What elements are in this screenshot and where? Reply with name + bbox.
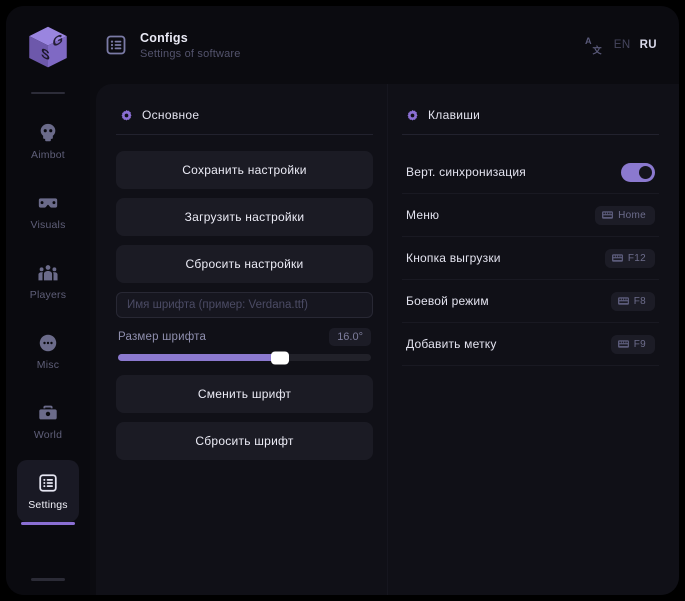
slider-handle[interactable]: [270, 351, 289, 364]
load-settings-button[interactable]: Загрузить настройки: [116, 198, 373, 236]
lang-option-ru[interactable]: RU: [639, 39, 657, 51]
goggles-icon: [37, 192, 59, 214]
sidebar-nav: Aimbot Visuals Players Misc: [6, 110, 90, 530]
page-title: Configs: [140, 30, 188, 45]
keys-settings-column: Клавиши Верт. синхронизация Меню H: [387, 84, 679, 595]
option-label: Меню: [406, 208, 440, 222]
sidebar-item-aimbot[interactable]: Aimbot: [17, 110, 79, 172]
font-size-slider[interactable]: [118, 351, 371, 364]
sidebar: S G Aimbot Visuals: [6, 6, 90, 595]
sidebar-item-label: Misc: [36, 358, 60, 371]
keys-section-header: Клавиши: [402, 108, 659, 122]
section-divider: [116, 134, 373, 135]
option-label: Боевой режим: [406, 294, 489, 308]
keyboard-icon: [617, 297, 629, 305]
option-row-combat-mode-key: Боевой режим F8: [402, 280, 659, 323]
combat-mode-key-binding[interactable]: F8: [610, 291, 655, 311]
section-divider: [402, 134, 659, 135]
option-row-vsync: Верт. синхронизация: [402, 151, 659, 194]
font-size-value: 16.0°: [329, 328, 371, 346]
page-heading: Configs Settings of software: [140, 31, 241, 60]
lang-option-en[interactable]: EN: [613, 39, 631, 51]
font-size-row: Размер шрифта 16.0°: [116, 328, 373, 346]
keyboard-icon: [617, 340, 629, 348]
reset-settings-button[interactable]: Сбросить настройки: [116, 245, 373, 283]
list-card-icon: [104, 33, 128, 57]
option-label: Верт. синхронизация: [406, 165, 526, 179]
section-title: Клавиши: [428, 108, 481, 122]
option-row-add-marker-key: Добавить метку F9: [402, 323, 659, 366]
svg-text:文: 文: [592, 44, 602, 55]
key-label: Home: [618, 209, 646, 221]
option-row-menu-key: Меню Home: [402, 194, 659, 237]
key-label: F8: [633, 295, 646, 307]
list-card-icon: [37, 472, 59, 494]
svg-text:G: G: [53, 30, 63, 50]
sidebar-item-world[interactable]: World: [17, 390, 79, 452]
reset-font-button[interactable]: Сбросить шрифт: [116, 422, 373, 460]
option-label: Добавить метку: [406, 337, 497, 351]
keyboard-icon: [611, 254, 623, 262]
content-panel: Основное Сохранить настройки Загрузить н…: [96, 84, 679, 595]
toggle-knob: [639, 165, 652, 179]
font-name-input[interactable]: [116, 292, 373, 318]
skull-icon: [37, 122, 59, 144]
sidebar-item-visuals[interactable]: Visuals: [17, 180, 79, 242]
font-size-label: Размер шрифта: [118, 331, 207, 343]
dots-circle-icon: [37, 332, 59, 354]
gear-icon: [120, 109, 133, 122]
add-marker-key-binding[interactable]: F9: [610, 334, 655, 354]
keyboard-icon: [602, 211, 614, 219]
unload-key-binding[interactable]: F12: [604, 248, 655, 268]
sidebar-item-players[interactable]: Players: [17, 250, 79, 312]
option-row-unload-key: Кнопка выгрузки F12: [402, 237, 659, 280]
svg-text:S: S: [41, 44, 50, 63]
briefcase-icon: [37, 402, 59, 424]
key-label: F12: [627, 252, 646, 264]
save-settings-button[interactable]: Сохранить настройки: [116, 151, 373, 189]
vsync-toggle[interactable]: [621, 162, 655, 182]
app-logo: S G: [21, 20, 75, 74]
section-title: Основное: [142, 108, 200, 122]
sidebar-item-label: Visuals: [30, 218, 66, 231]
app-window: S G Aimbot Visuals: [6, 6, 679, 595]
sidebar-divider: [31, 92, 65, 94]
svg-text:A: A: [585, 36, 592, 46]
sidebar-item-settings[interactable]: Settings: [17, 460, 79, 525]
general-section-header: Основное: [116, 108, 373, 122]
sidebar-bottom-handle: [31, 578, 65, 581]
sidebar-item-label: World: [33, 428, 63, 441]
change-font-button[interactable]: Сменить шрифт: [116, 375, 373, 413]
slider-fill: [118, 354, 280, 361]
people-icon: [37, 262, 59, 284]
menu-key-binding[interactable]: Home: [595, 205, 655, 225]
sidebar-item-label: Settings: [28, 498, 68, 511]
general-settings-column: Основное Сохранить настройки Загрузить н…: [96, 84, 387, 595]
sidebar-item-label: Aimbot: [31, 148, 65, 161]
page-subtitle: Settings of software: [140, 47, 241, 60]
gear-icon: [406, 109, 419, 122]
key-label: F9: [633, 338, 646, 350]
sidebar-item-label: Players: [29, 288, 67, 301]
option-label: Кнопка выгрузки: [406, 251, 501, 265]
sidebar-item-misc[interactable]: Misc: [17, 320, 79, 382]
